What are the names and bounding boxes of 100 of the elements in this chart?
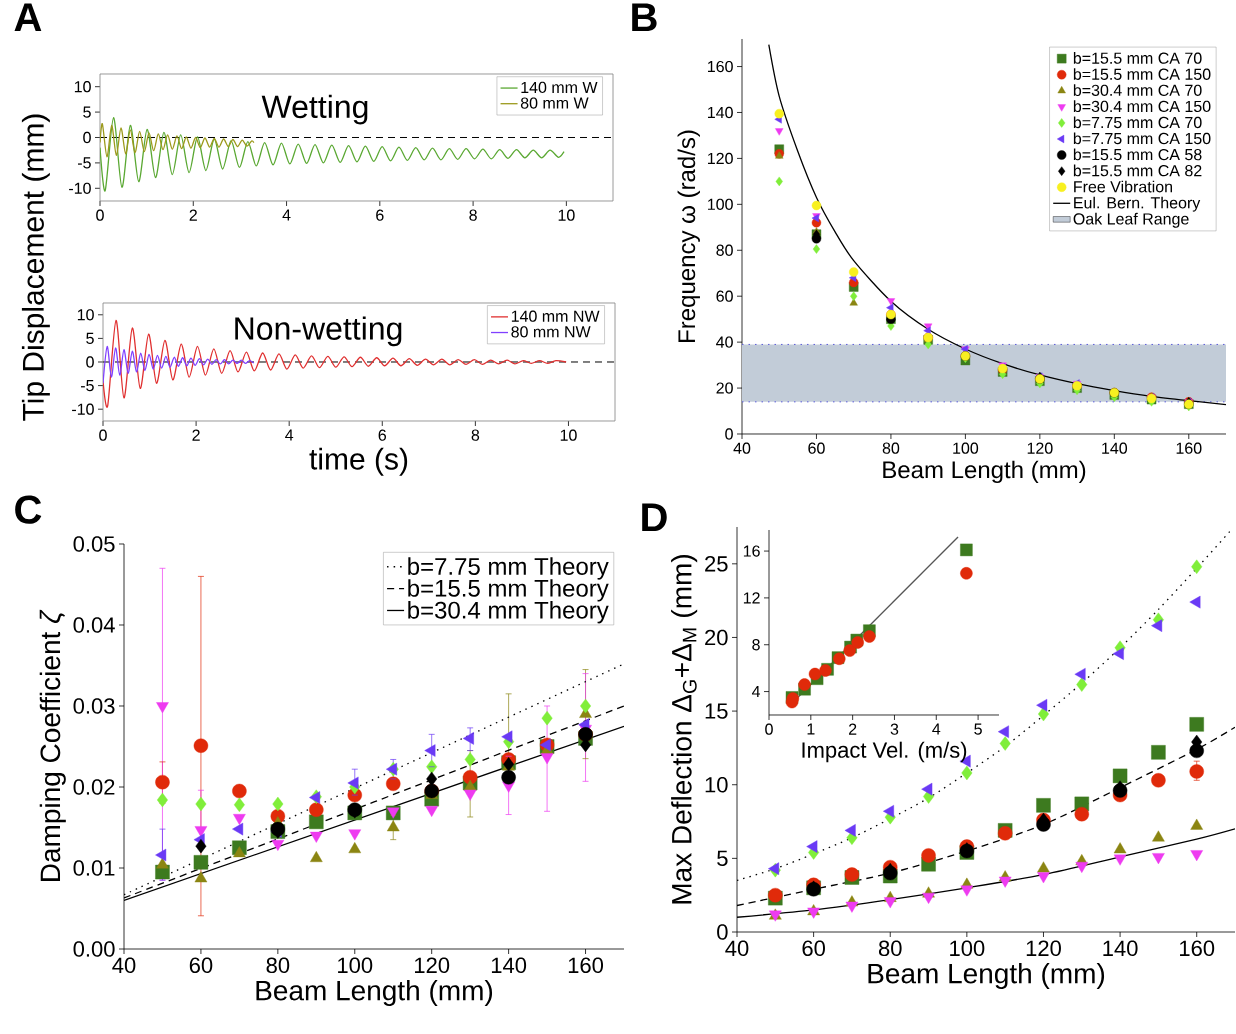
x-tick-label: 140 [1102,442,1128,454]
x-axis-title: Beam Length (mm) [883,460,1086,484]
x-tick-label: 100 [338,957,373,974]
x-tick-label: 120 [415,957,450,974]
x-tick-label: 140 [491,957,527,974]
y-tick-label: 20 [716,382,733,394]
x-tick-label: 3 [890,723,899,735]
legend-label: 80 mm NW [511,326,591,338]
x-tick-label: 5 [974,723,982,735]
y-axis-title: Damping Coefficient ζ [39,609,66,881]
legend-label: 140 mm W [521,81,598,94]
y-tick-label: 10 [77,309,94,321]
x-tick-label: 120 [1026,940,1061,957]
x-tick-label: 10 [560,429,577,441]
y-tick-label: 140 [708,106,733,119]
x-tick-label: 2 [189,209,197,221]
legend-label: 80 mm W [520,97,589,109]
x-tick-label: 160 [1180,940,1215,957]
chart-title: C [15,495,42,524]
y-tick-label: 100 [708,198,733,210]
y-tick-label: 10 [74,81,91,93]
legend-label: Oak Leaf Range [1073,212,1189,228]
legend-label: b=15.5 mm CA 82 [1073,164,1202,177]
x-tick-label: 8 [471,429,480,441]
x-tick-label: 60 [189,957,213,974]
y-tick-label: 80 [716,244,733,256]
y-axis-title: Tip Displacement (mm) [21,114,50,421]
legend-label: b=30.4 mm CA 150 [1073,100,1211,113]
x-tick-label: 8 [469,209,477,221]
legend-label: b=30.4 mm Theory [408,601,609,624]
y-tick-label: 0 [717,924,728,940]
y-tick-label: -5 [77,157,91,169]
x-tick-label: 120 [1027,442,1053,454]
legend-label: b=7.75 mm CA 70 [1073,116,1202,129]
legend-label: b=7.75 mm Theory [408,557,609,580]
y-tick-label: 8 [752,639,760,651]
y-tick-label: 160 [708,60,733,73]
x-axis-title: Beam Length (mm) [868,962,1105,990]
y-tick-label: 5 [83,106,91,118]
legend-label: b=30.4 mm CA 70 [1073,84,1202,96]
x-tick-label: 2 [849,723,857,735]
x-tick-label: 0 [99,429,107,441]
x-tick-label: 4 [285,429,294,441]
x-tick-label: 100 [953,442,979,454]
annotation: Wetting [261,94,368,125]
y-tick-label: 0.04 [73,617,115,633]
y-tick-label: 0 [86,356,94,368]
legend-label: b=15.5 mm CA 58 [1073,148,1202,161]
y-tick-label: 5 [717,850,728,867]
y-tick-label: -10 [72,403,94,415]
x-tick-label: 160 [1176,442,1202,454]
y-tick-label: 5 [86,332,94,344]
x-axis-title: time (s) [309,447,408,476]
y-tick-label: 0.01 [73,860,115,876]
y-tick-label: 20 [705,629,728,646]
legend-label: b=7.75 mm CA 150 [1073,132,1211,145]
chart-title: A [14,3,42,32]
legend-label: b=15.5 mm CA 150 [1073,68,1211,80]
x-tick-label: 60 [802,940,825,957]
y-tick-label: 0.02 [73,779,115,795]
legend-label: Eul. Bern. Theory [1074,196,1201,212]
y-tick-label: 0.00 [73,941,115,957]
y-tick-label: 120 [708,152,733,165]
x-axis-title: Impact Vel. (m/s) [802,741,967,763]
x-tick-label: 100 [950,940,985,957]
y-tick-label: 12 [743,592,760,604]
legend-label: b=15.5 mm CA 70 [1073,52,1202,64]
y-tick-label: 60 [716,290,733,302]
x-tick-label: 10 [558,209,575,221]
y-tick-label: 0.05 [73,536,115,552]
x-tick-label: 60 [808,442,825,454]
annotation: Non-wetting [235,316,402,347]
x-tick-label: 80 [878,940,902,957]
chart-title: D [642,503,667,532]
y-axis-title: Max Deflection Δ$_{G}$+Δ$_{M}$ (mm) [671,555,698,904]
x-tick-label: 4 [932,723,941,735]
x-tick-label: 2 [192,429,200,441]
y-tick-label: 4 [751,686,761,698]
legend-label: 140 mm NW [511,310,600,322]
y-tick-label: 0.03 [73,698,115,714]
legend-label: b=15.5 mm Theory [408,579,609,602]
x-tick-label: 6 [378,429,387,441]
y-axis-title: Frequency ω (rad/s) [677,130,700,342]
y-tick-label: 0 [83,131,91,144]
y-tick-label: 16 [743,545,760,557]
x-tick-label: 1 [807,723,815,735]
x-tick-label: 40 [733,442,751,454]
x-tick-label: 80 [266,957,290,974]
chart-title: B [632,3,657,32]
x-tick-label: 0 [765,723,773,735]
y-tick-label: -10 [69,182,91,194]
x-tick-label: 6 [376,209,384,221]
y-tick-label: 40 [716,336,733,348]
y-tick-label: 15 [705,703,728,719]
x-tick-label: 140 [1103,940,1138,957]
y-tick-label: -5 [80,380,94,392]
y-tick-label: 10 [705,776,728,793]
x-tick-label: 4 [282,209,291,221]
x-tick-label: 160 [568,957,604,974]
x-tick-label: 80 [882,442,900,454]
